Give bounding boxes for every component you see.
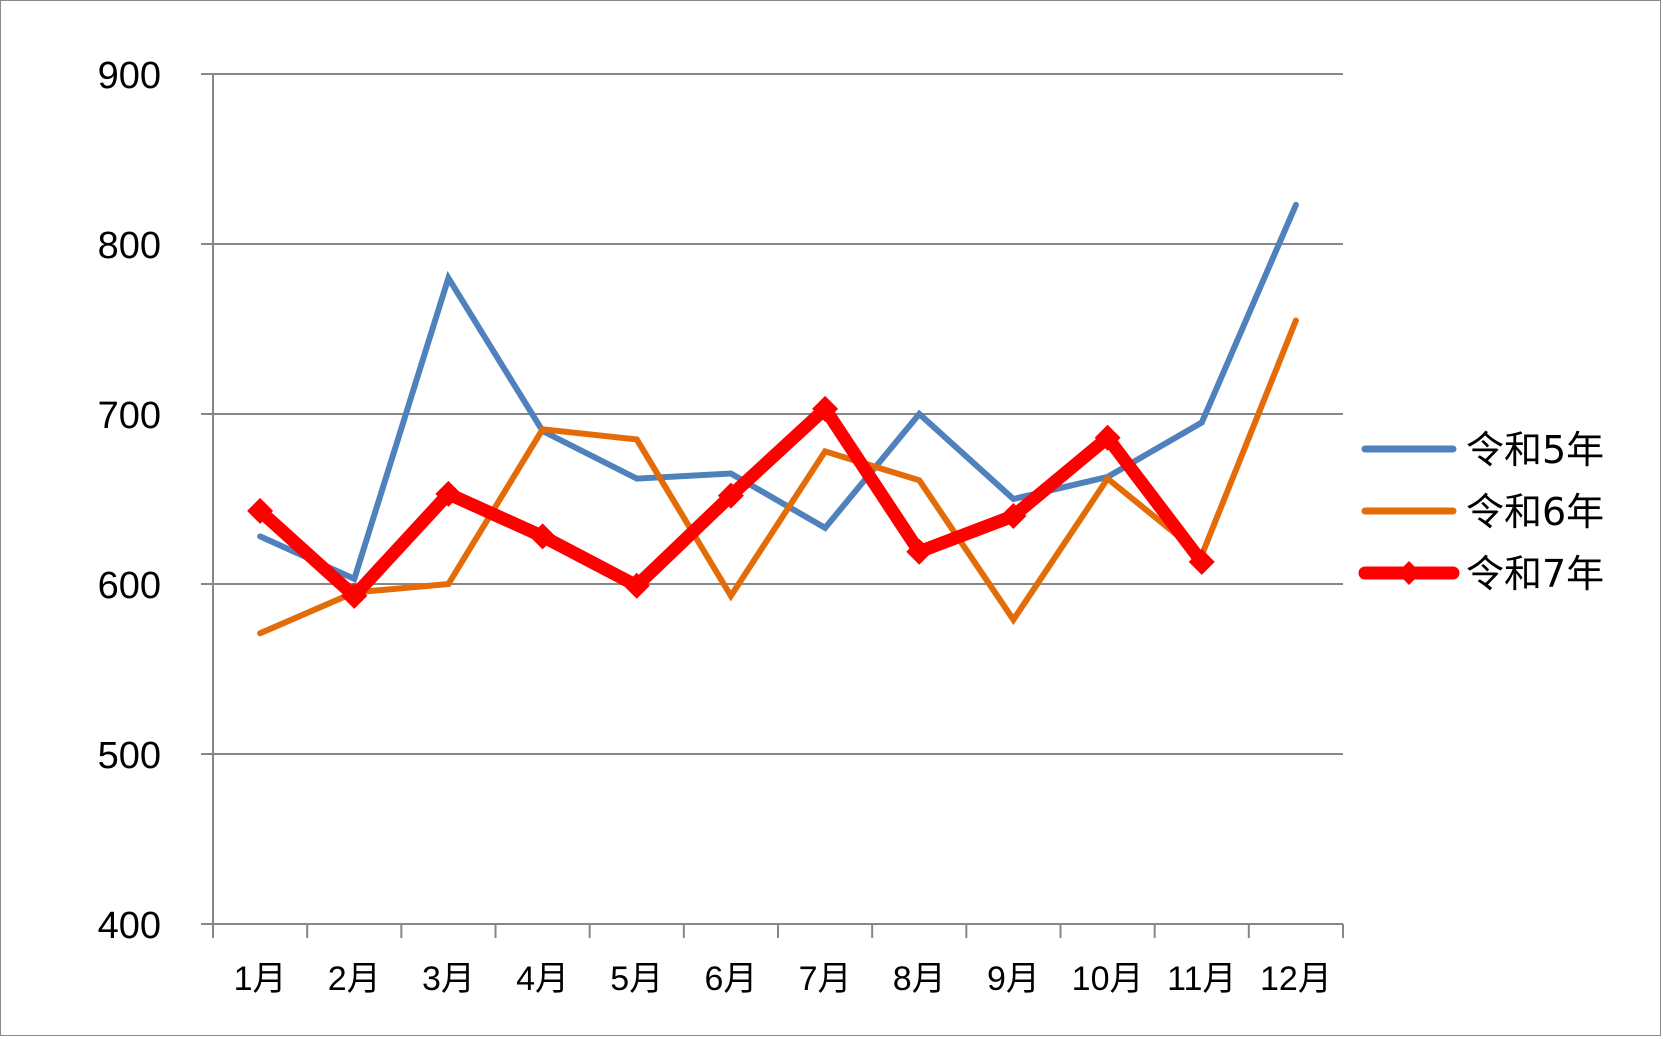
x-tick-label: 8月 bbox=[893, 960, 946, 998]
data-point bbox=[541, 428, 544, 431]
x-tick-label: 1月 bbox=[234, 960, 287, 998]
data-point bbox=[435, 480, 462, 507]
y-tick-labels: 400 500 600 700 800 900 bbox=[98, 55, 161, 947]
x-tick-label: 12月 bbox=[1260, 960, 1332, 998]
x-tick-label: 2月 bbox=[328, 960, 381, 998]
x-tick-label: 7月 bbox=[799, 960, 852, 998]
data-point bbox=[1012, 618, 1015, 621]
data-point bbox=[353, 577, 356, 580]
x-tick-label: 9月 bbox=[987, 960, 1040, 998]
x-tick-label: 11月 bbox=[1167, 960, 1236, 998]
data-point bbox=[247, 497, 274, 524]
data-point bbox=[447, 583, 450, 585]
gridlines bbox=[213, 73, 1343, 755]
data-point bbox=[918, 413, 921, 415]
data-point bbox=[635, 477, 638, 480]
data-point bbox=[918, 479, 921, 482]
data-point bbox=[1294, 319, 1297, 322]
series-3 bbox=[247, 395, 1215, 609]
x-tick-label: 4月 bbox=[516, 960, 569, 998]
y-tick-label: 400 bbox=[98, 905, 161, 947]
y-tick-label: 800 bbox=[98, 225, 161, 267]
x-tick-label: 10月 bbox=[1072, 960, 1144, 998]
x-tick-label: 6月 bbox=[704, 960, 757, 998]
data-point bbox=[1000, 503, 1027, 529]
data-point bbox=[1094, 424, 1121, 451]
x-tick-label: 5月 bbox=[610, 960, 663, 998]
data-point bbox=[341, 582, 368, 609]
legend-marker bbox=[1397, 561, 1421, 585]
data-point bbox=[259, 632, 262, 635]
data-point bbox=[259, 535, 262, 538]
legend-label: 令和5年 bbox=[1466, 428, 1604, 472]
legend-item-1: 令和5年 bbox=[1361, 428, 1604, 472]
data-point bbox=[1294, 203, 1297, 206]
data-point bbox=[812, 395, 839, 422]
data-point bbox=[447, 277, 450, 279]
data-point bbox=[529, 523, 556, 550]
data-point bbox=[729, 472, 732, 475]
data-point bbox=[824, 526, 827, 529]
data-point bbox=[623, 572, 650, 599]
series-line bbox=[257, 317, 1299, 637]
x-tick-label: 3月 bbox=[422, 960, 475, 998]
data-point bbox=[824, 450, 827, 453]
series-layer bbox=[247, 201, 1299, 637]
data-point bbox=[635, 438, 638, 441]
data-point bbox=[1200, 421, 1203, 424]
axes bbox=[201, 73, 1344, 938]
y-tick-label: 500 bbox=[98, 735, 161, 777]
y-tick-label: 900 bbox=[98, 55, 161, 97]
legend-label: 令和6年 bbox=[1466, 490, 1604, 534]
data-point bbox=[1188, 548, 1215, 575]
legend-item-3: 令和7年 bbox=[1358, 552, 1604, 596]
data-point bbox=[717, 482, 744, 509]
legend-item-2: 令和6年 bbox=[1361, 490, 1604, 534]
y-tick-label: 600 bbox=[98, 565, 161, 607]
data-point bbox=[1106, 477, 1109, 480]
data-point bbox=[906, 538, 933, 565]
y-tick-label: 700 bbox=[98, 395, 161, 437]
legend-label: 令和7年 bbox=[1466, 552, 1604, 596]
data-point bbox=[1012, 498, 1015, 500]
data-point bbox=[729, 594, 732, 597]
x-tick-labels: 1月 2月 3月 4月 5月 6月 7月 8月 9月 10月 11月 12月 bbox=[234, 960, 1332, 998]
